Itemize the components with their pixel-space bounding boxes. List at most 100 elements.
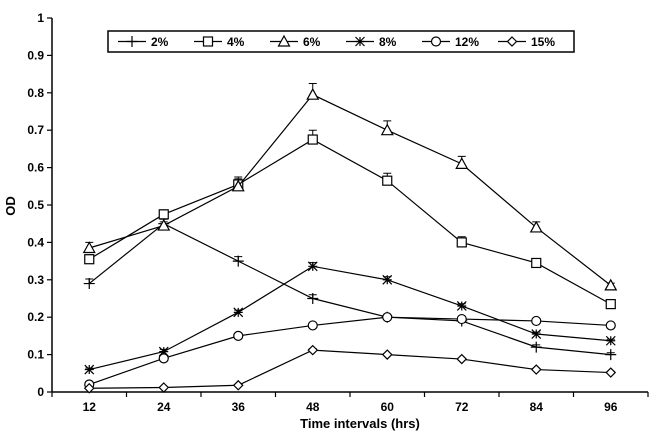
- x-tick-label: 36: [232, 400, 246, 414]
- data-point: [382, 312, 393, 323]
- legend-marker: [355, 36, 365, 47]
- data-point: [231, 179, 245, 192]
- data-point: [158, 346, 169, 357]
- series-3: [84, 261, 616, 375]
- x-axis-label: Time intervals (hrs): [300, 416, 420, 431]
- data-point: [456, 237, 467, 248]
- legend-marker: [202, 36, 214, 47]
- x-tick-label: 24: [157, 400, 171, 414]
- y-tick-label: 0.1: [27, 348, 44, 362]
- series-4: [84, 312, 616, 390]
- legend-item: 4%: [194, 35, 245, 49]
- data-point: [604, 278, 618, 291]
- data-point: [456, 301, 467, 311]
- data-point: [307, 344, 319, 356]
- data-point: [605, 320, 616, 331]
- legend-marker: [126, 36, 138, 47]
- y-tick-label: 0.4: [27, 235, 44, 249]
- data-point: [530, 364, 542, 375]
- y-tick-label: 0.7: [27, 123, 44, 137]
- data-point: [307, 134, 318, 145]
- series-line: [89, 316, 611, 386]
- data-point: [158, 209, 169, 220]
- series-line: [88, 138, 612, 305]
- x-tick-label: 60: [381, 400, 395, 414]
- data-point: [233, 307, 244, 318]
- legend-items: 2% 4% 6% 8% 12% 15%: [118, 34, 555, 49]
- ticks: 0 0.1 0.2 0.3 0.4 0.5 0.6 0.7 0.8 0.9 1 12 24 36 48 60 7…: [27, 11, 649, 414]
- y-tick-label: 0: [37, 385, 44, 399]
- y-tick-label: 0.5: [27, 198, 44, 212]
- data-point: [306, 87, 320, 100]
- data-point: [84, 254, 95, 265]
- legend-label: 2%: [151, 35, 169, 49]
- series-line: [89, 93, 612, 286]
- legend-item: 12%: [422, 35, 479, 49]
- series-0: [83, 218, 617, 361]
- data-point: [158, 382, 170, 393]
- data-point: [83, 278, 95, 290]
- data-point: [605, 349, 617, 361]
- x-tick-label: 48: [306, 400, 320, 414]
- legend-label: 4%: [227, 35, 245, 49]
- y-axis-label: OD: [3, 196, 18, 216]
- data-point: [605, 299, 616, 310]
- legend-label: 15%: [531, 35, 555, 49]
- x-tick-label: 72: [455, 400, 469, 414]
- legend-label: 6%: [303, 35, 321, 49]
- data-point: [381, 349, 393, 360]
- data-point: [83, 382, 95, 394]
- y-tick-label: 0.9: [27, 48, 44, 62]
- data-point: [530, 341, 542, 353]
- series-layer: [82, 82, 618, 394]
- data-point: [307, 261, 318, 272]
- legend-label: 8%: [379, 35, 397, 49]
- series-line: [89, 265, 611, 371]
- legend-box: [107, 30, 575, 53]
- data-point: [233, 330, 244, 341]
- data-point: [531, 257, 542, 269]
- data-point: [232, 255, 244, 267]
- data-point: [605, 367, 617, 378]
- data-point: [382, 274, 393, 285]
- data-point: [605, 335, 616, 346]
- legend-marker: [277, 34, 291, 47]
- data-point: [158, 353, 169, 364]
- series-line: [88, 222, 611, 356]
- y-tick-label: 0.8: [27, 86, 44, 100]
- data-point: [82, 241, 96, 254]
- series-line: [89, 349, 611, 389]
- data-point: [456, 353, 468, 365]
- data-point: [307, 320, 318, 331]
- data-point: [380, 123, 394, 136]
- y-tick-label: 1: [37, 11, 44, 25]
- y-tick-label: 0.6: [27, 161, 44, 175]
- y-tick-label: 0.3: [27, 273, 44, 287]
- data-point: [84, 364, 95, 375]
- series-1: [84, 129, 616, 310]
- y-tick-label: 0.2: [27, 310, 44, 324]
- x-tick-label: 84: [530, 400, 544, 414]
- legend-label: 12%: [455, 35, 479, 49]
- legend: 2% 4% 6% 8% 12% 15%: [107, 30, 575, 53]
- data-point: [531, 329, 542, 339]
- data-point: [307, 293, 319, 304]
- x-tick-label: 96: [604, 400, 618, 414]
- series-2: [82, 82, 618, 291]
- legend-item: 8%: [346, 35, 397, 49]
- data-point: [382, 175, 393, 186]
- series-5: [83, 344, 617, 394]
- legend-item: 15%: [498, 35, 555, 49]
- legend-marker: [430, 36, 442, 47]
- legend-item: 2%: [118, 35, 169, 49]
- data-point: [456, 313, 467, 325]
- x-tick-label: 12: [83, 400, 97, 414]
- legend-item: 6%: [270, 34, 321, 49]
- data-point: [531, 315, 542, 327]
- data-point: [157, 218, 171, 231]
- data-point: [455, 157, 469, 169]
- legend-marker: [506, 36, 518, 47]
- data-point: [529, 220, 543, 233]
- data-point: [232, 379, 244, 391]
